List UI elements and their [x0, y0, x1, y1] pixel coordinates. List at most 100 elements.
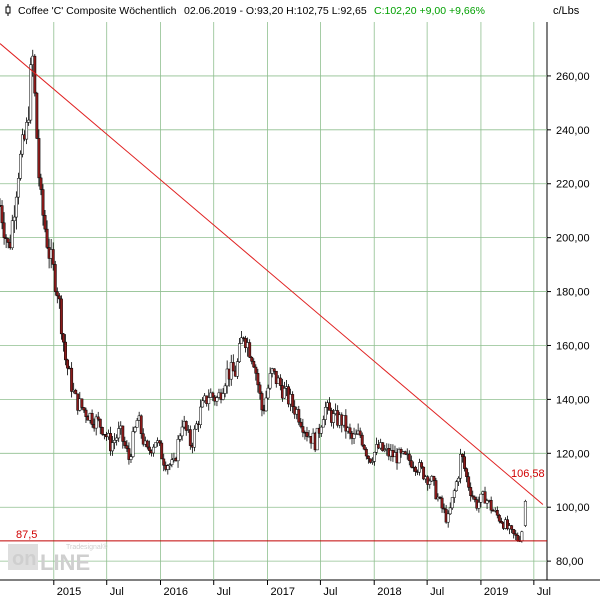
candle-body [305, 432, 309, 437]
candle [397, 447, 401, 464]
y-tick-label: 140,00 [556, 394, 590, 406]
candle [364, 447, 368, 460]
candle [258, 381, 262, 400]
candle [499, 517, 503, 524]
candle-body [147, 446, 151, 451]
candle [139, 414, 143, 439]
candle-body [139, 415, 143, 434]
candle [469, 482, 473, 502]
candle-body [301, 426, 305, 433]
chart-handle-icon[interactable] [5, 4, 11, 16]
candle [510, 524, 514, 534]
x-tick-label: Jul [110, 586, 124, 598]
candle-body [184, 421, 188, 431]
candle-body [121, 425, 125, 442]
x-tick-label: Jul [537, 586, 551, 598]
candle-body [495, 510, 499, 516]
x-tick-label: Jul [217, 586, 231, 598]
candle [371, 457, 374, 465]
annotations: 106,58 87,5 [0, 43, 547, 542]
candle [123, 436, 127, 449]
candle-body [264, 397, 268, 412]
candle-body [0, 205, 4, 224]
candle-body [16, 178, 20, 198]
candle-body [59, 298, 63, 335]
candle [237, 337, 241, 363]
candle [352, 427, 356, 445]
candle-body [94, 416, 98, 429]
candle [328, 397, 331, 411]
candle-body [57, 295, 61, 300]
candle-body [133, 427, 137, 432]
candle [121, 425, 125, 449]
candle [348, 423, 352, 440]
candle [135, 417, 139, 428]
candle [446, 510, 450, 528]
candle [207, 389, 211, 411]
candle [37, 129, 41, 187]
candle-body [39, 177, 43, 190]
candle-body [51, 249, 55, 265]
candle-body [4, 237, 8, 240]
candle-body [256, 373, 260, 386]
candle [70, 362, 74, 398]
candle-body [12, 216, 16, 222]
candle [403, 450, 407, 455]
candle [248, 339, 252, 359]
candle-body [66, 359, 69, 369]
chart-title: Coffee 'C' Composite Wöchentlich [18, 5, 177, 17]
candle-body [358, 430, 362, 436]
candle [454, 479, 458, 492]
candle-body [154, 442, 157, 448]
y-tick-label: 100,00 [556, 502, 590, 514]
candle-body [299, 421, 303, 427]
candle-body [278, 377, 282, 386]
candle-body [422, 466, 426, 480]
candle [256, 368, 260, 393]
candle-body [29, 64, 33, 121]
candle [43, 210, 47, 233]
candle-body [260, 393, 264, 411]
candle-body [14, 196, 18, 218]
candle [360, 432, 364, 448]
candle-body [426, 476, 430, 485]
candle-body [109, 433, 112, 452]
candle [319, 425, 323, 437]
tradesignal-online-logo: on LINE Tradesignal® [8, 543, 108, 575]
candle [4, 234, 8, 249]
candle [117, 421, 121, 443]
candle-body [195, 423, 198, 430]
candle-body [497, 514, 501, 522]
candle-body [360, 434, 364, 446]
candle [344, 409, 348, 439]
candle-body [237, 343, 241, 362]
candle [456, 476, 460, 486]
candle-body [74, 389, 78, 395]
candle-body [170, 459, 174, 465]
candle-body [152, 446, 155, 454]
candle-body [506, 519, 509, 530]
candle-body [235, 361, 239, 377]
candle [381, 442, 385, 452]
candle-body [485, 500, 489, 504]
candle [523, 499, 527, 528]
candle-body [254, 366, 258, 374]
candle-body [80, 398, 84, 408]
candle-body [375, 444, 379, 453]
candle-body [520, 531, 524, 542]
x-tick-label: Jul [323, 586, 337, 598]
candle-body [176, 439, 180, 462]
candle [61, 333, 65, 352]
candle-body [283, 388, 286, 399]
candle [115, 434, 119, 446]
candle-body [45, 228, 49, 248]
candle-body [10, 220, 14, 249]
candle [514, 530, 518, 541]
candle-body [297, 409, 301, 423]
candle [413, 465, 417, 476]
candle [98, 418, 102, 435]
candle [25, 117, 29, 145]
candle [450, 497, 454, 510]
candle-body [465, 468, 469, 477]
